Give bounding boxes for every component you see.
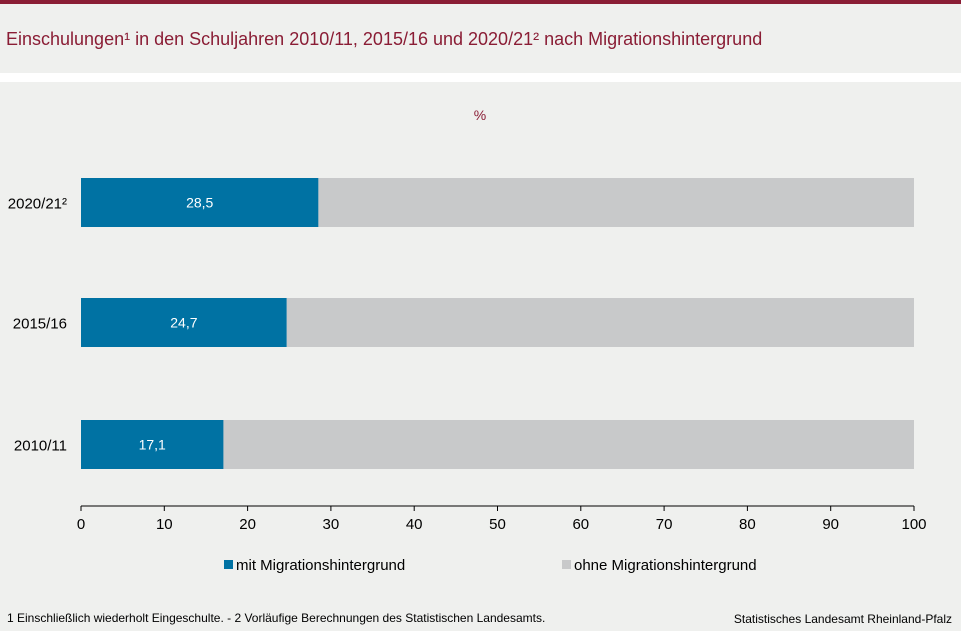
data-label-2: 17,1 (139, 437, 166, 453)
stacked-bar-chart: % 28,5 2020/21² 24,7 2015/16 17,1 2010/11 0 10 20… (8, 107, 927, 574)
header-divider (0, 73, 961, 82)
bar-ohne-2 (223, 420, 914, 469)
bar-ohne-0 (318, 178, 914, 227)
x-tick-label-4: 40 (406, 516, 423, 533)
legend-label-mit: mit Migrationshintergrund (236, 557, 405, 574)
top-accent-rule (0, 0, 961, 4)
data-label-0: 28,5 (186, 195, 213, 211)
x-tick-label-1: 10 (156, 516, 173, 533)
category-label-1: 2015/16 (13, 316, 67, 333)
legend-swatch-ohne (562, 560, 571, 569)
x-tick-label-10: 100 (901, 516, 926, 533)
bar-mit-2 (81, 420, 224, 469)
category-label-2: 2010/11 (14, 438, 67, 455)
x-tick-label-5: 50 (489, 516, 506, 533)
x-tick-label-9: 90 (822, 516, 839, 533)
bar-mit-1 (81, 298, 287, 347)
bar-mit-0 (81, 178, 319, 227)
chart-header: Einschulungen¹ in den Schuljahren 2010/1… (0, 4, 961, 73)
source-credit: Statistisches Landesamt Rheinland-Pfalz (733, 612, 952, 626)
x-tick-label-3: 30 (323, 516, 340, 533)
footnote: 1 Einschließlich wiederholt Eingeschulte… (7, 611, 546, 625)
x-tick-label-0: 0 (77, 516, 85, 533)
x-tick-label-2: 20 (239, 516, 256, 533)
x-tick-label-8: 80 (739, 516, 756, 533)
category-label-0: 2020/21² (8, 196, 67, 213)
x-tick-label-6: 60 (572, 516, 589, 533)
unit-label: % (474, 107, 486, 123)
data-label-1: 24,7 (170, 315, 197, 331)
legend-label-ohne: ohne Migrationshintergrund (574, 557, 757, 574)
bar-ohne-1 (286, 298, 915, 347)
legend-swatch-mit (224, 560, 233, 569)
chart-title: Einschulungen¹ in den Schuljahren 2010/1… (6, 29, 763, 49)
x-tick-label-7: 70 (656, 516, 673, 533)
